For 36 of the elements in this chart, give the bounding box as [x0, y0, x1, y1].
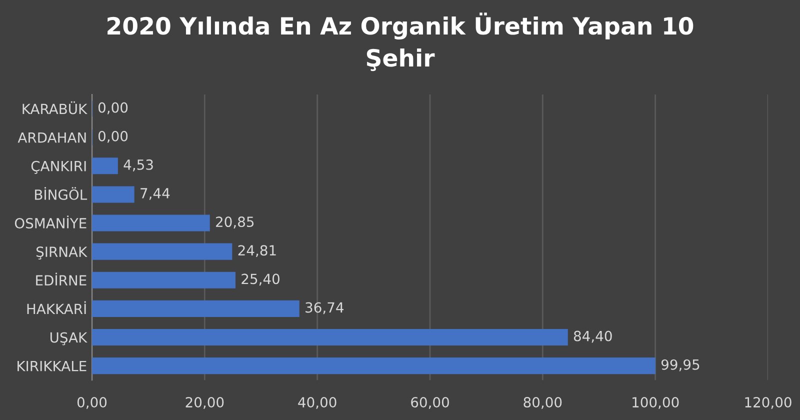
data-label: 7,44 — [140, 188, 170, 200]
data-label: 0,00 — [98, 130, 128, 143]
y-tick-label: ŞIRNAK — [36, 246, 88, 260]
y-tick-label: HAKKARİ — [27, 301, 86, 314]
bar — [92, 214, 210, 232]
y-tick-label: KARABÜK — [22, 101, 88, 114]
x-tick-label: 80,00 — [524, 397, 562, 409]
x-tick-label: 20,00 — [186, 397, 224, 409]
data-label: 0,00 — [98, 102, 128, 114]
data-label: 36,74 — [306, 302, 344, 314]
bar — [92, 358, 656, 374]
bar — [92, 186, 134, 203]
data-label: 99,95 — [661, 359, 700, 372]
bar — [92, 328, 568, 346]
bar — [92, 243, 232, 260]
y-tick-label: UŞAK — [50, 332, 88, 346]
y-tick-label: BİNGÖL — [35, 187, 88, 200]
data-label: 25,40 — [242, 274, 280, 286]
x-tick-label: 40,00 — [298, 397, 336, 409]
x-tick-label: 100,00 — [632, 397, 679, 409]
data-label: 24,81 — [238, 245, 276, 258]
data-label: 20,85 — [216, 216, 254, 228]
y-tick-label: ARDAHAN — [18, 132, 86, 143]
y-tick-label: OSMANİYE — [14, 216, 86, 228]
x-tick-label: 60,00 — [411, 397, 449, 409]
y-tick-label: KIRIKKALE — [18, 360, 86, 372]
data-label: 84,40 — [574, 330, 612, 343]
data-label: 4,53 — [124, 159, 153, 172]
x-tick-label: 0,00 — [77, 397, 107, 409]
x-tick-label: 120,00 — [745, 397, 792, 409]
bar — [92, 300, 300, 317]
chart-title: 2020 Yılında En Az Organik Üretim Yapan 10 Şehir — [108, 12, 694, 72]
bar — [92, 158, 118, 174]
bar — [92, 272, 236, 288]
y-tick-label: EDİRNE — [36, 272, 86, 286]
y-tick-label: ÇANKIRI — [31, 160, 86, 174]
